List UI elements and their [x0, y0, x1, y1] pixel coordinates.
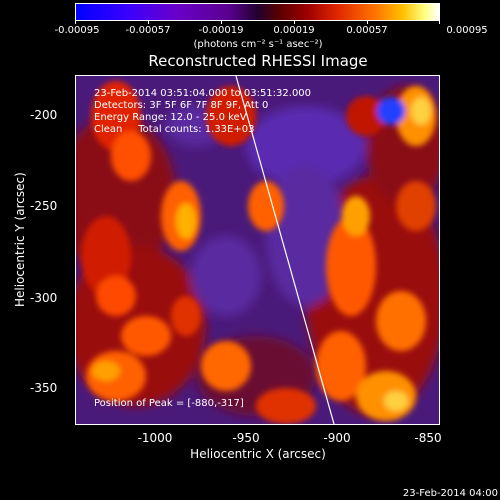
info-detectors: Detectors: 3F 5F 6F 7F 8F 9F, Att 0 [94, 100, 269, 111]
colorbar-tick-mark [221, 21, 222, 24]
x-tick-label: -950 [232, 431, 260, 445]
y-tick-label: -250 [30, 199, 58, 213]
colorbar-tick-label: 0.00095 [446, 25, 488, 36]
colorbar-tick-label: -0.00095 [54, 25, 100, 36]
x-tick-label: -850 [414, 431, 442, 445]
colorbar [75, 3, 440, 21]
colorbar-tick-label: 0.00057 [346, 25, 388, 36]
x-axis-label: Heliocentric X (arcsec) [190, 447, 326, 461]
rhessi-image [75, 75, 440, 425]
info-energy-range: Energy Range: 12.0 - 25.0 keV [94, 112, 247, 123]
colorbar-tick-mark [439, 21, 440, 24]
colorbar-tick-label: -0.00057 [125, 25, 171, 36]
colorbar-tick-mark [75, 21, 76, 24]
plot-title: Reconstructed RHESSI Image [148, 52, 368, 70]
x-tick-label: -1000 [137, 431, 173, 445]
solar-limb-line [235, 76, 335, 424]
y-axis-label: Heliocentric Y (arcsec) [13, 172, 27, 307]
colorbar-tick-mark [367, 21, 368, 24]
x-tick-label: -900 [323, 431, 351, 445]
colorbar-tick-mark [148, 21, 149, 24]
y-tick-label: -200 [30, 108, 58, 122]
y-tick-label: -350 [30, 381, 58, 395]
flux-map [76, 76, 439, 424]
colorbar-tick-label: 0.00019 [273, 25, 315, 36]
y-tick-label: -300 [30, 291, 58, 305]
colorbar-tick-mark [294, 21, 295, 24]
info-time-range: 23-Feb-2014 03:51:04.000 to 03:51:32.000 [94, 88, 312, 99]
info-clean-counts: Clean Total counts: 1.33E+03 [94, 124, 255, 135]
timestamp: 23-Feb-2014 04:00 [402, 488, 498, 499]
colorbar-tick-label: -0.00019 [198, 25, 244, 36]
colorbar-units: (photons cm⁻² s⁻¹ asec⁻²) [193, 39, 323, 50]
info-peak-position: Position of Peak = [-880,-317] [94, 398, 244, 409]
